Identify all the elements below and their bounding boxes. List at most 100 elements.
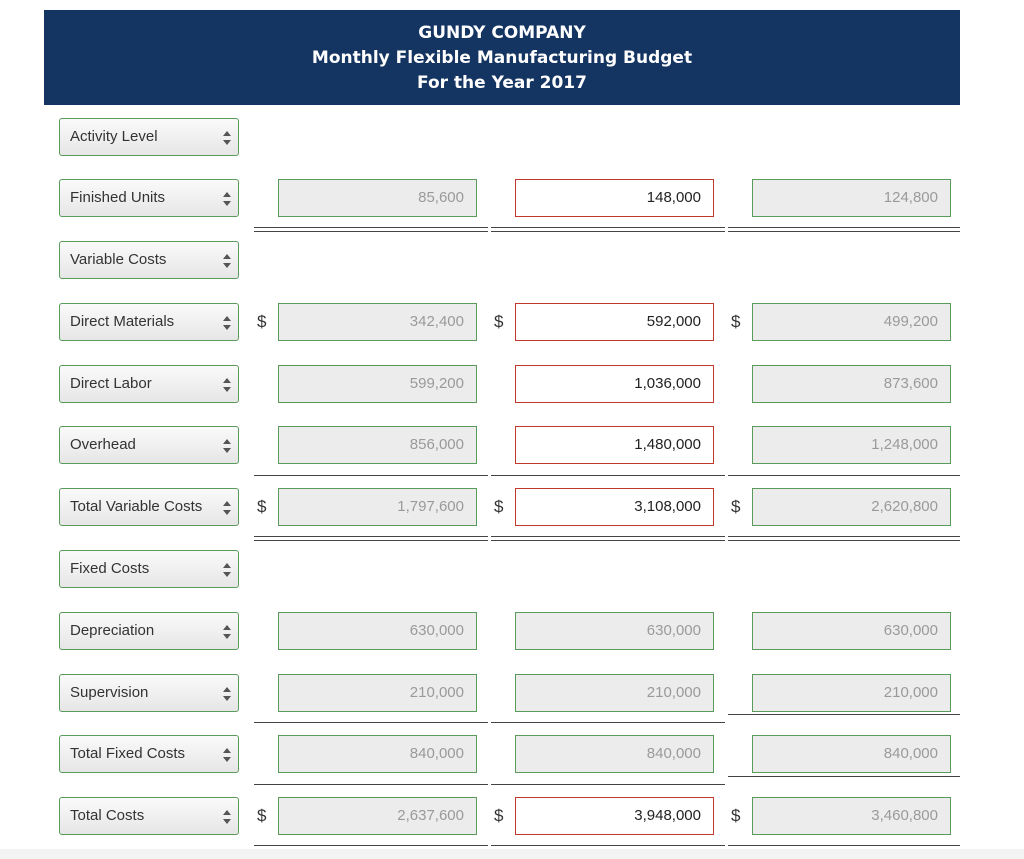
select-label: Total Costs (70, 807, 145, 824)
total-fixed-costs-col3-input[interactable]: 840,000 (752, 735, 951, 773)
fixed-costs-select[interactable]: Fixed Costs (59, 550, 239, 588)
total-fixed-costs-col1-input[interactable]: 840,000 (278, 735, 477, 773)
single-underline (254, 722, 488, 723)
dollar-sign: $ (731, 806, 741, 825)
select-arrows-icon (223, 378, 231, 392)
direct-labor-select[interactable]: Direct Labor (59, 365, 239, 403)
dollar-sign: $ (494, 312, 504, 331)
dollar-sign: $ (494, 497, 504, 516)
row-direct-labor: Direct Labor 599,200 1,036,000 873,600 (0, 365, 1024, 405)
dollar-sign: $ (257, 312, 267, 331)
finished-units-col3-input[interactable]: 124,800 (752, 179, 951, 217)
select-label: Total Variable Costs (70, 498, 203, 515)
select-label: Activity Level (70, 128, 158, 145)
dollar-sign: $ (731, 497, 741, 516)
total-fixed-costs-col2-input[interactable]: 840,000 (515, 735, 714, 773)
row-total-costs: Total Costs $ 2,637,600 $ 3,948,000 $ 3,… (0, 797, 1024, 837)
direct-labor-col3-input[interactable]: 873,600 (752, 365, 951, 403)
total-costs-select[interactable]: Total Costs (59, 797, 239, 835)
total-costs-col3-input[interactable]: 3,460,800 (752, 797, 951, 835)
select-arrows-icon (223, 131, 231, 145)
total-variable-costs-select[interactable]: Total Variable Costs (59, 488, 239, 526)
row-overhead: Overhead 856,000 1,480,000 1,248,000 (0, 426, 1024, 466)
single-underline (491, 475, 725, 476)
select-label: Overhead (70, 436, 136, 453)
row-fixed-costs: Fixed Costs (0, 550, 1024, 590)
row-variable-costs: Variable Costs (0, 241, 1024, 281)
select-label: Depreciation (70, 622, 155, 639)
select-arrows-icon (223, 810, 231, 824)
supervision-col1-input[interactable]: 210,000 (278, 674, 477, 712)
select-arrows-icon (223, 563, 231, 577)
single-underline (728, 714, 960, 715)
depreciation-col2-input[interactable]: 630,000 (515, 612, 714, 650)
row-total-fixed-costs: Total Fixed Costs 840,000 840,000 840,00… (0, 735, 1024, 775)
overhead-col2-input[interactable]: 1,480,000 (515, 426, 714, 464)
select-label: Supervision (70, 684, 149, 701)
select-arrows-icon (223, 316, 231, 330)
supervision-select[interactable]: Supervision (59, 674, 239, 712)
finished-units-col1-input[interactable]: 85,600 (278, 179, 477, 217)
select-label: Finished Units (70, 189, 166, 206)
select-label: Direct Materials (70, 313, 175, 330)
total-variable-costs-col2-input[interactable]: 3,108,000 (515, 488, 714, 526)
row-total-variable-costs: Total Variable Costs $ 1,797,600 $ 3,108… (0, 488, 1024, 528)
finished-units-select[interactable]: Finished Units (59, 179, 239, 217)
dollar-sign: $ (257, 497, 267, 516)
select-arrows-icon (223, 687, 231, 701)
single-underline (728, 475, 960, 476)
double-underline (728, 227, 960, 232)
total-variable-costs-col1-input[interactable]: 1,797,600 (278, 488, 477, 526)
double-underline (491, 227, 725, 232)
overhead-select[interactable]: Overhead (59, 426, 239, 464)
dollar-sign: $ (731, 312, 741, 331)
overhead-col3-input[interactable]: 1,248,000 (752, 426, 951, 464)
select-arrows-icon (223, 625, 231, 639)
double-underline (254, 227, 488, 232)
direct-labor-col2-input[interactable]: 1,036,000 (515, 365, 714, 403)
depreciation-select[interactable]: Depreciation (59, 612, 239, 650)
double-underline (254, 536, 488, 541)
select-label: Direct Labor (70, 375, 152, 392)
row-supervision: Supervision 210,000 210,000 210,000 (0, 674, 1024, 714)
total-costs-col1-input[interactable]: 2,637,600 (278, 797, 477, 835)
direct-materials-col1-input[interactable]: 342,400 (278, 303, 477, 341)
depreciation-col1-input[interactable]: 630,000 (278, 612, 477, 650)
single-underline (491, 722, 725, 723)
total-fixed-costs-select[interactable]: Total Fixed Costs (59, 735, 239, 773)
total-costs-col2-input[interactable]: 3,948,000 (515, 797, 714, 835)
dollar-sign: $ (494, 806, 504, 825)
select-label: Total Fixed Costs (70, 745, 186, 762)
select-label: Variable Costs (70, 251, 167, 268)
variable-costs-select[interactable]: Variable Costs (59, 241, 239, 279)
finished-units-col2-input[interactable]: 148,000 (515, 179, 714, 217)
direct-labor-col1-input[interactable]: 599,200 (278, 365, 477, 403)
overhead-col1-input[interactable]: 856,000 (278, 426, 477, 464)
select-arrows-icon (223, 192, 231, 206)
budget-period: For the Year 2017 (417, 73, 587, 93)
single-underline (254, 475, 488, 476)
page-bottom-edge (0, 849, 1024, 859)
double-underline (491, 536, 725, 541)
company-name: GUNDY COMPANY (418, 23, 586, 43)
direct-materials-select[interactable]: Direct Materials (59, 303, 239, 341)
supervision-col3-input[interactable]: 210,000 (752, 674, 951, 712)
single-underline (728, 776, 960, 777)
row-activity-level: Activity Level (0, 118, 1024, 158)
single-underline (254, 784, 488, 785)
budget-title: Monthly Flexible Manufacturing Budget (311, 48, 693, 68)
budget-header: GUNDY COMPANY Monthly Flexible Manufactu… (44, 10, 960, 105)
select-arrows-icon (223, 439, 231, 453)
select-arrows-icon (223, 501, 231, 515)
double-underline (728, 536, 960, 541)
activity-level-select[interactable]: Activity Level (59, 118, 239, 156)
direct-materials-col3-input[interactable]: 499,200 (752, 303, 951, 341)
depreciation-col3-input[interactable]: 630,000 (752, 612, 951, 650)
select-arrows-icon (223, 254, 231, 268)
select-arrows-icon (223, 748, 231, 762)
dollar-sign: $ (257, 806, 267, 825)
supervision-col2-input[interactable]: 210,000 (515, 674, 714, 712)
total-variable-costs-col3-input[interactable]: 2,620,800 (752, 488, 951, 526)
row-direct-materials: Direct Materials $ 342,400 $ 592,000 $ 4… (0, 303, 1024, 343)
direct-materials-col2-input[interactable]: 592,000 (515, 303, 714, 341)
